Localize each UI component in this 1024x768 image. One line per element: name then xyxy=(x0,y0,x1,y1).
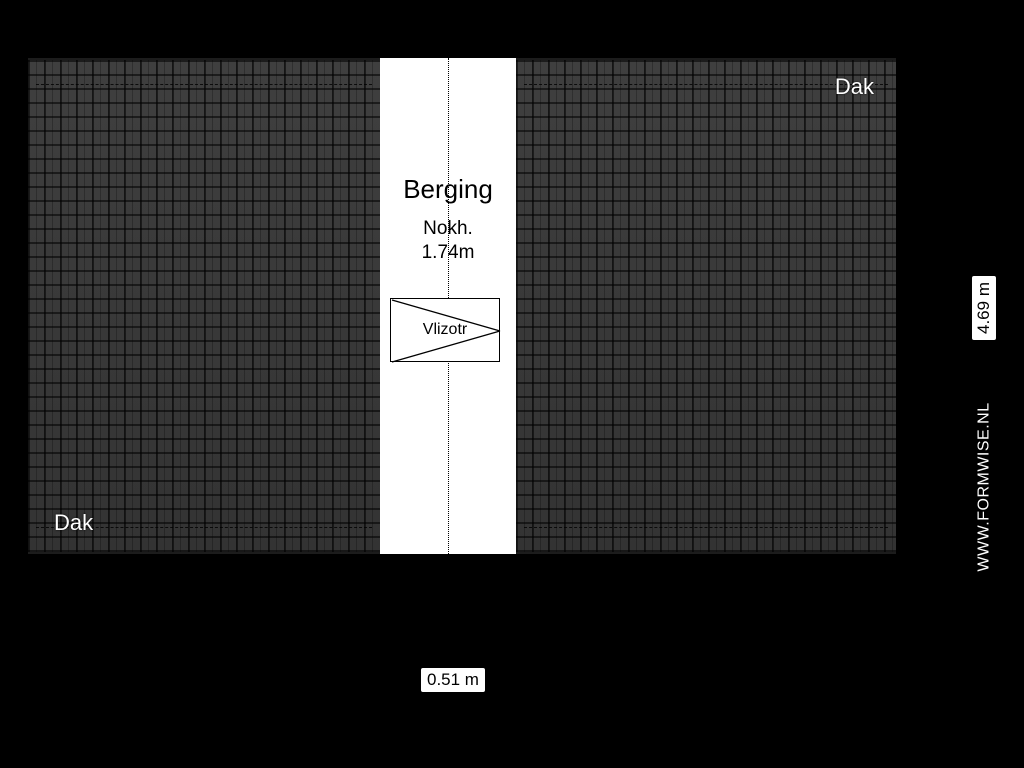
roof-left: Dak xyxy=(28,58,380,554)
watermark: WWW.FORMWISE.NL xyxy=(976,402,994,571)
stair-vlizotr: Vlizotr xyxy=(390,298,500,362)
room-berging: Berging Nokh. 1.74m Vlizotr xyxy=(380,58,516,554)
floorplan-canvas: Dak Berging Nokh. 1.74m Vlizotr Dak 0.51… xyxy=(0,0,1024,768)
roof-right: Dak xyxy=(516,58,896,554)
roof-right-dashed-inset xyxy=(524,84,888,528)
dimension-right: 4.69 m xyxy=(972,276,996,340)
stair-label: Vlizotr xyxy=(423,321,467,339)
roof-right-label: Dak xyxy=(835,74,874,100)
roof-left-dashed-inset xyxy=(36,84,372,528)
dimension-bottom: 0.51 m xyxy=(421,668,485,692)
roof-left-label: Dak xyxy=(54,510,93,536)
